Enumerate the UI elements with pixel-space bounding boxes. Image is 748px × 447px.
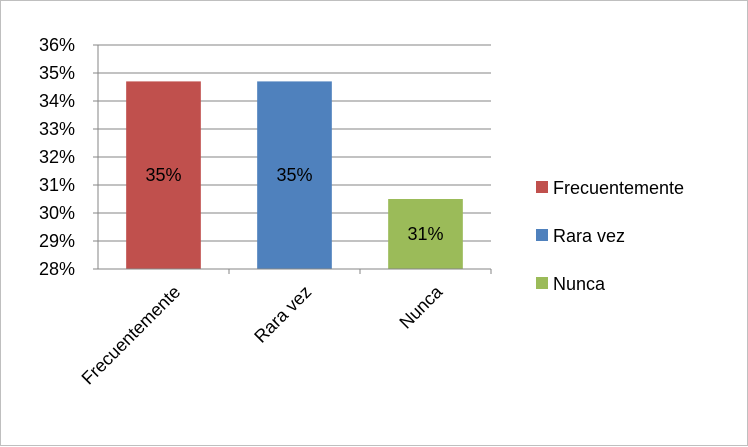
legend-label: Rara vez bbox=[553, 226, 625, 246]
y-tick-label: 29% bbox=[39, 231, 75, 251]
y-tick-label: 33% bbox=[39, 119, 75, 139]
x-tick-label: Frecuentemente bbox=[78, 282, 185, 389]
legend-swatch bbox=[536, 229, 548, 241]
axes bbox=[93, 44, 492, 274]
y-tick-label: 34% bbox=[39, 91, 75, 111]
y-tick-labels: 28% 29% 30% 31% 32% 33% 34% 35% 36% bbox=[39, 35, 75, 279]
legend: Frecuentemente Rara vez Nunca bbox=[536, 178, 684, 294]
y-tick-label: 28% bbox=[39, 259, 75, 279]
data-label: 31% bbox=[407, 224, 443, 244]
data-labels: 35% 35% 31% bbox=[145, 165, 443, 244]
x-tick-label: Rara vez bbox=[250, 282, 315, 347]
bar-rara-vez bbox=[257, 81, 332, 270]
bar-nunca bbox=[388, 199, 463, 269]
bar-frecuentemente bbox=[126, 81, 201, 270]
data-label: 35% bbox=[276, 165, 312, 185]
legend-label: Frecuentemente bbox=[553, 178, 684, 198]
bars bbox=[126, 81, 463, 270]
legend-swatch bbox=[536, 181, 548, 193]
y-tick-label: 30% bbox=[39, 203, 75, 223]
y-tick-label: 36% bbox=[39, 35, 75, 55]
legend-label: Nunca bbox=[553, 274, 606, 294]
legend-swatch bbox=[536, 277, 548, 289]
y-tick-label: 31% bbox=[39, 175, 75, 195]
x-tick-label: Nunca bbox=[395, 281, 447, 333]
y-tick-label: 35% bbox=[39, 63, 75, 83]
data-label: 35% bbox=[145, 165, 181, 185]
y-tick-label: 32% bbox=[39, 147, 75, 167]
x-tick-labels: Frecuentemente Rara vez Nunca bbox=[78, 281, 448, 389]
